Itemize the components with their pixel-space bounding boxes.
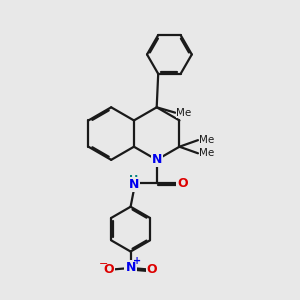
Text: O: O — [147, 263, 158, 276]
Text: +: + — [133, 256, 141, 266]
Text: N: N — [128, 178, 139, 191]
Text: N: N — [125, 262, 136, 275]
Text: Me: Me — [176, 108, 192, 118]
Text: H: H — [129, 175, 138, 184]
Text: N: N — [152, 153, 162, 167]
Text: Me: Me — [199, 135, 214, 145]
Text: −: − — [98, 259, 108, 269]
Text: Me: Me — [199, 148, 214, 158]
Text: O: O — [104, 263, 114, 276]
Text: O: O — [177, 177, 188, 190]
